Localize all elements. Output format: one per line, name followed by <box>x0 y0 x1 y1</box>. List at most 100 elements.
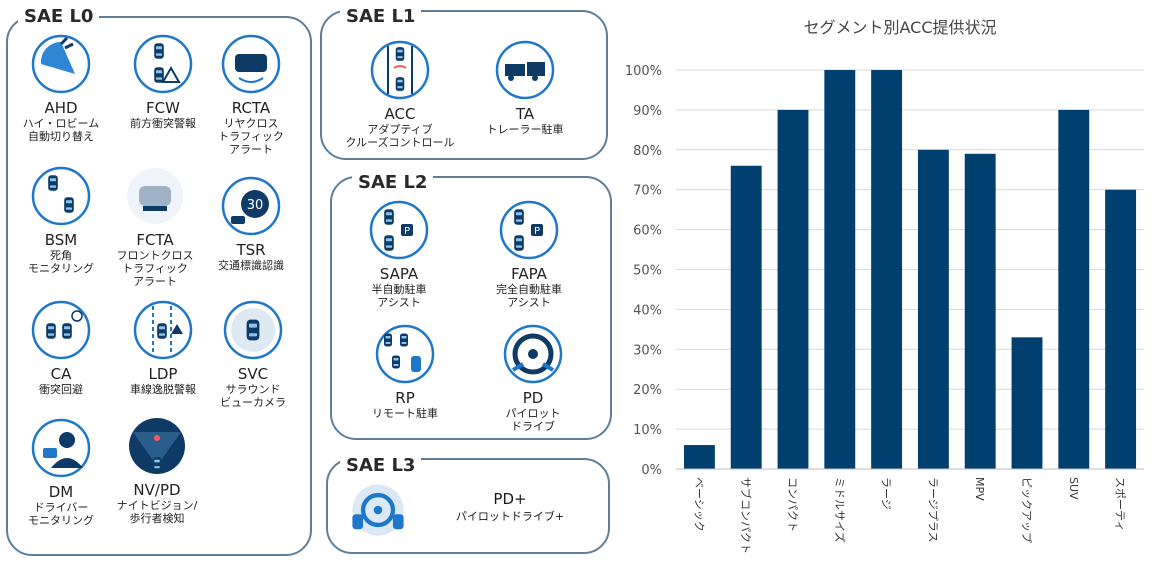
bar <box>1011 337 1043 469</box>
bar <box>871 70 903 469</box>
x-tick-label: SUV <box>1067 477 1080 500</box>
feature-abbr: BSM <box>44 231 78 249</box>
feature-abbr: AHD <box>44 99 78 117</box>
full-auto-parking-icon: P <box>499 200 559 260</box>
x-tick-label: サブコンパクト <box>739 477 753 554</box>
feature-desc: 交通標識認識 <box>218 259 284 272</box>
feature-desc: 車線逸脱警報 <box>130 383 196 396</box>
feature-tsr: 30 TSR 交通標識認識 <box>196 176 306 272</box>
feature-pdplus: PD+ パイロットドライブ+ <box>430 490 590 524</box>
speed-sign-icon: 30 <box>221 176 281 236</box>
feature-ldp: LDP 車線逸脱警報 <box>108 300 218 396</box>
feature-ta: TA トレーラー駐車 <box>470 40 580 136</box>
feature-abbr: SVC <box>237 365 269 383</box>
svg-text:P: P <box>404 226 410 237</box>
high-beam-icon <box>31 34 91 94</box>
feature-nvpd: NV/PD ナイトビジョン/ 歩行者検知 <box>102 416 212 525</box>
feature-desc: トレーラー駐車 <box>486 123 564 136</box>
feature-desc: リモート駐車 <box>372 407 438 420</box>
feature-desc: アダプティブ クルーズコントロール <box>345 123 455 149</box>
x-tick-label: ラージプラス <box>926 477 939 543</box>
feature-desc: ドライバー モニタリング <box>28 501 94 527</box>
bar <box>824 70 856 469</box>
feature-fapa: P FAPA 完全自動駐車 アシスト <box>474 200 584 309</box>
y-tick-label: 0% <box>641 463 662 478</box>
group-title-l1: SAE L1 <box>340 6 422 27</box>
bar <box>777 109 809 470</box>
feature-abbr: FAPA <box>511 265 547 283</box>
remote-parking-icon <box>375 324 435 384</box>
y-tick-label: 60% <box>633 224 662 239</box>
feature-sapa: P SAPA 半自動駐車 アシスト <box>344 200 454 309</box>
feature-pd: PD パイロット ドライブ <box>478 324 588 433</box>
bar <box>1105 189 1137 469</box>
feature-desc: ナイトビジョン/ 歩行者検知 <box>116 499 198 525</box>
semi-auto-parking-icon: P <box>369 200 429 260</box>
forward-collision-icon <box>133 34 193 94</box>
x-tick-label: ピックアップ <box>1020 477 1033 543</box>
feature-abbr: ACC <box>384 105 416 123</box>
feature-abbr: TSR <box>236 241 266 259</box>
y-tick-label: 30% <box>633 343 662 358</box>
front-cross-traffic-icon <box>127 168 183 224</box>
feature-bsm: BSM 死角 モニタリング <box>6 166 116 275</box>
x-tick-label: スポーティ <box>1114 477 1127 531</box>
feature-rp: RP リモート駐車 <box>350 324 460 420</box>
surround-view-icon <box>223 300 283 360</box>
x-tick-label: ベーシック <box>692 477 705 532</box>
feature-desc: 半自動駐車 アシスト <box>371 283 427 309</box>
y-tick-label: 10% <box>633 423 662 438</box>
feature-abbr: SAPA <box>379 265 419 283</box>
feature-desc: 衝突回避 <box>39 383 83 396</box>
feature-desc: リヤクロス トラフィック アラート <box>218 117 284 156</box>
y-tick-label: 50% <box>633 264 662 279</box>
blind-spot-icon <box>31 166 91 226</box>
group-sae-l1 <box>320 10 608 160</box>
night-vision-icon <box>129 418 185 474</box>
group-title-l0: SAE L0 <box>18 6 100 27</box>
bar <box>683 445 715 469</box>
feature-ahd: AHD ハイ・ロビーム 自動切り替え <box>6 34 116 143</box>
feature-acc: ACC アダプティブ クルーズコントロール <box>340 40 460 149</box>
feature-abbr: LDP <box>148 365 178 383</box>
bar <box>1058 109 1090 470</box>
feature-abbr: PD <box>522 389 544 407</box>
feature-abbr: FCW <box>146 99 180 117</box>
x-tick-label: コンパクト <box>786 477 799 532</box>
adaptive-cruise-icon <box>370 40 430 100</box>
y-tick-label: 90% <box>633 104 662 119</box>
collision-avoidance-icon <box>31 300 91 360</box>
y-tick-label: 80% <box>633 144 662 159</box>
bar <box>964 153 996 470</box>
feature-rcta: RCTA リヤクロス トラフィック アラート <box>196 34 306 156</box>
feature-ca: CA 衝突回避 <box>6 300 116 396</box>
y-tick-label: 20% <box>633 383 662 398</box>
rear-cross-traffic-icon <box>221 34 281 94</box>
svg-text:30: 30 <box>247 198 264 213</box>
bar <box>730 165 762 469</box>
group-title-l3: SAE L3 <box>340 455 422 476</box>
feature-abbr: PD+ <box>493 490 527 508</box>
feature-desc: フロントクロス トラフィック アラート <box>116 249 194 288</box>
feature-desc: 死角 モニタリング <box>28 249 94 275</box>
feature-fcta: FCTA フロントクロス トラフィック アラート <box>100 166 210 288</box>
feature-dm: DM ドライバー モニタリング <box>6 418 116 527</box>
x-tick-label: ラージ <box>880 477 893 510</box>
y-tick-label: 70% <box>633 184 662 199</box>
feature-abbr: DM <box>48 483 74 501</box>
feature-desc: 完全自動駐車 アシスト <box>496 283 562 309</box>
svg-text:P: P <box>534 226 540 237</box>
feature-abbr: NV/PD <box>133 481 181 499</box>
x-tick-label: MPV <box>973 477 986 501</box>
feature-desc: サラウンド ビューカメラ <box>220 383 286 409</box>
lane-departure-icon <box>133 300 193 360</box>
y-tick-label: 40% <box>633 303 662 318</box>
feature-abbr: FCTA <box>136 231 174 249</box>
feature-desc: 前方衝突警報 <box>130 117 196 130</box>
feature-abbr: RCTA <box>231 99 271 117</box>
feature-abbr: CA <box>50 365 72 383</box>
y-tick-label: 100% <box>625 64 662 79</box>
group-title-l2: SAE L2 <box>352 172 434 193</box>
pilot-drive-icon <box>503 324 563 384</box>
feature-abbr: TA <box>515 105 535 123</box>
